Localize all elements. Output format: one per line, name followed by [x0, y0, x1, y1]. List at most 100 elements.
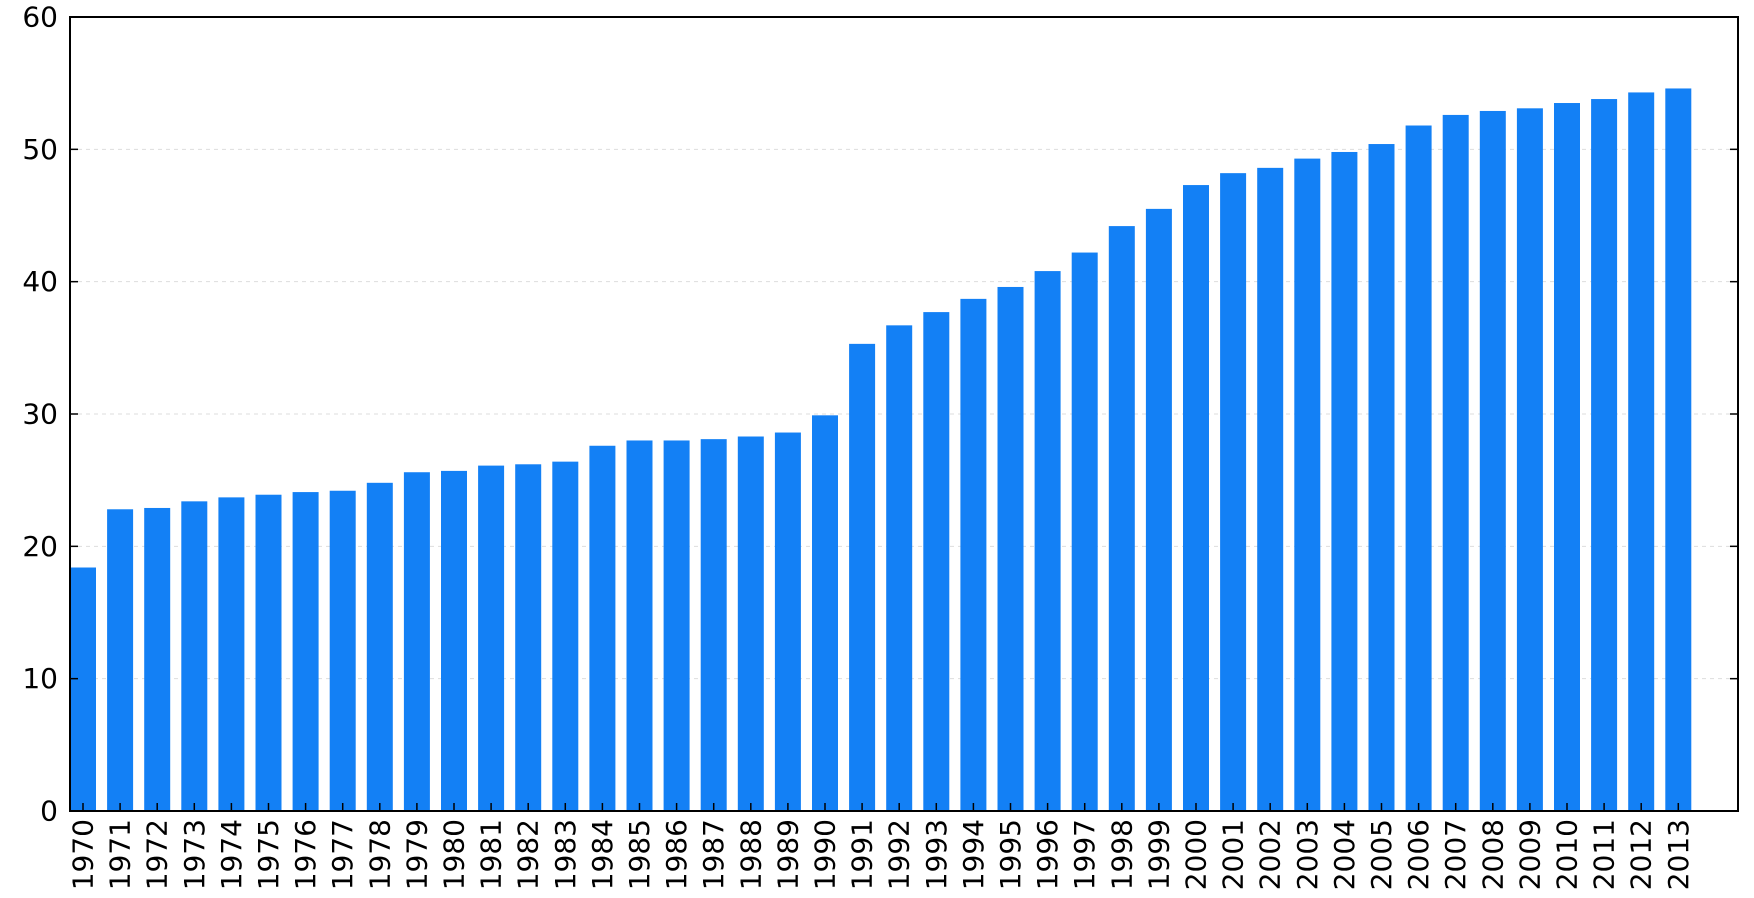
- y-tick-label: 30: [22, 398, 58, 431]
- x-tick-label: 1985: [623, 819, 656, 890]
- x-tick-label: 2001: [1217, 819, 1250, 890]
- bar-1992: [886, 325, 913, 811]
- x-tick-label: 1979: [400, 819, 433, 890]
- x-tick-label: 2010: [1551, 819, 1584, 890]
- bar-1983: [552, 461, 579, 811]
- x-tick-label: 1986: [660, 819, 693, 890]
- x-tick-label: 1984: [586, 819, 619, 890]
- bar-1995: [997, 286, 1024, 812]
- x-tick-label: 2007: [1439, 819, 1472, 890]
- bar-1978: [366, 482, 393, 811]
- x-tick-label: 2009: [1513, 819, 1546, 890]
- x-tick-label: 2013: [1662, 819, 1695, 890]
- x-tick-label: 1994: [957, 819, 990, 890]
- bar-2012: [1628, 92, 1655, 812]
- x-tick-label: 1975: [252, 819, 285, 890]
- bar-1970: [70, 567, 96, 811]
- bar-2011: [1591, 99, 1618, 812]
- x-tick-label: 1990: [809, 819, 842, 890]
- bar-1975: [255, 494, 282, 811]
- x-tick-label: 2005: [1365, 819, 1398, 890]
- y-axis: 0 10 20 30 40 50 60: [22, 1, 1738, 828]
- bar-1972: [144, 507, 171, 811]
- x-tick-label: 1978: [363, 819, 396, 890]
- x-tick-label: 1974: [215, 819, 248, 890]
- x-tick-label: 1999: [1142, 819, 1175, 890]
- bar-2007: [1442, 114, 1469, 812]
- x-tick-label: 1983: [549, 819, 582, 890]
- x-tick-label: 1992: [883, 819, 916, 890]
- x-tick-label: 1989: [771, 819, 804, 890]
- y-tick-label: 20: [22, 530, 58, 563]
- y-tick-label: 60: [22, 1, 58, 34]
- bar-2002: [1257, 167, 1284, 812]
- bar-1979: [403, 472, 430, 811]
- bar-1994: [960, 298, 987, 811]
- x-tick-label: 1981: [475, 819, 508, 890]
- bar-1990: [812, 415, 838, 811]
- x-tick-label: 2008: [1476, 819, 1509, 890]
- bar-1998: [1108, 226, 1135, 812]
- bar-1971: [107, 509, 134, 811]
- bar-1982: [515, 464, 542, 811]
- bar-2009: [1516, 108, 1543, 811]
- bar-1980: [441, 470, 467, 811]
- bar-2010: [1554, 103, 1580, 811]
- x-tick-label: 1988: [734, 819, 767, 890]
- x-tick-label: 1991: [846, 819, 879, 890]
- y-tick-label: 50: [22, 133, 58, 166]
- bar-2003: [1294, 158, 1321, 812]
- y-tick-label: 0: [40, 795, 58, 828]
- bar-2000: [1183, 185, 1209, 811]
- x-tick-label: 1993: [920, 819, 953, 890]
- bar-1993: [923, 312, 950, 811]
- x-tick-label: 1980: [438, 819, 471, 890]
- x-tick-label: 1973: [178, 819, 211, 890]
- bar-1991: [849, 343, 876, 811]
- x-tick-label: 2000: [1180, 819, 1213, 890]
- x-tick-label: 1977: [326, 819, 359, 890]
- bar-1996: [1034, 271, 1061, 812]
- x-tick-label: 1971: [104, 819, 137, 890]
- bar-2001: [1220, 173, 1247, 811]
- bar-1988: [737, 436, 764, 811]
- x-tick-label: 2004: [1328, 819, 1361, 890]
- bar-2006: [1405, 125, 1432, 811]
- x-axis: 1970 1971 1972 1973 1974 1975 1976 1977 1978 1979…: [67, 803, 1695, 890]
- y-tick-label: 10: [22, 662, 58, 695]
- bar-1974: [218, 497, 245, 811]
- bar-2008: [1479, 110, 1506, 811]
- x-tick-label: 2006: [1402, 819, 1435, 890]
- bar-1977: [329, 490, 356, 811]
- y-tick-label: 40: [22, 265, 58, 298]
- x-tick-label: 2011: [1588, 819, 1621, 890]
- x-tick-label: 1982: [512, 819, 545, 890]
- bar-1976: [292, 492, 319, 811]
- x-tick-label: 1996: [1031, 819, 1064, 890]
- bar-1997: [1071, 252, 1098, 812]
- bar-1981: [478, 465, 505, 811]
- x-tick-label: 2002: [1254, 819, 1287, 890]
- bar-1999: [1145, 208, 1172, 811]
- bar-2004: [1331, 151, 1358, 812]
- x-tick-label: 1972: [141, 819, 174, 890]
- x-tick-label: 1970: [67, 819, 100, 890]
- x-tick-label: 1997: [1068, 819, 1101, 890]
- bar-1989: [774, 432, 801, 811]
- bar-1973: [181, 501, 208, 811]
- x-tick-label: 1998: [1105, 819, 1138, 890]
- bars: [70, 88, 1692, 812]
- bar-2013: [1665, 88, 1692, 811]
- bar-1986: [663, 440, 690, 811]
- bar-1984: [589, 445, 616, 811]
- bar-1987: [700, 439, 727, 811]
- x-tick-label: 2012: [1625, 819, 1658, 890]
- x-tick-label: 2003: [1291, 819, 1324, 890]
- x-tick-label: 1995: [994, 819, 1027, 890]
- bar-1985: [626, 440, 653, 811]
- bar-2005: [1368, 144, 1395, 812]
- x-tick-label: 1987: [697, 819, 730, 890]
- x-tick-label: 1976: [289, 819, 322, 890]
